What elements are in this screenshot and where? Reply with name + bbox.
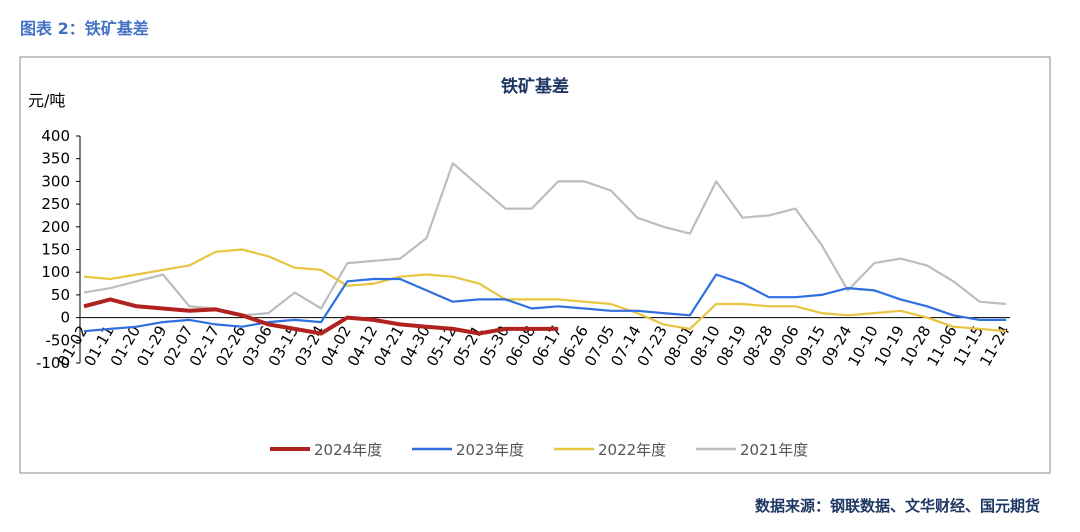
y-axis-label: 元/吨 xyxy=(28,91,65,110)
y-tick-label: -100 xyxy=(36,354,70,372)
series-line xyxy=(83,248,1007,333)
y-tick-label: -50 xyxy=(46,331,71,349)
series-line xyxy=(83,273,1006,333)
y-tick-label: 50 xyxy=(51,286,70,304)
y-tick-label: 200 xyxy=(41,218,70,236)
legend-label: 2024年度 xyxy=(314,441,382,459)
y-tick-label: 400 xyxy=(41,127,70,145)
legend-label: 2022年度 xyxy=(598,441,666,459)
y-tick-label: 100 xyxy=(41,263,70,281)
chart-title: 铁矿基差 xyxy=(501,76,569,97)
y-tick-label: 0 xyxy=(60,309,70,327)
chart-frame xyxy=(19,56,1051,474)
legend-label: 2023年度 xyxy=(456,441,524,459)
series-line xyxy=(83,297,559,336)
y-tick-label: 300 xyxy=(41,172,70,190)
y-tick-label: 350 xyxy=(41,150,70,168)
header: 图表 2：铁矿基差 xyxy=(20,19,149,38)
y-tick-label: 250 xyxy=(41,195,70,213)
y-tick-label: 150 xyxy=(41,241,70,259)
legend-label: 2021年度 xyxy=(740,441,808,459)
series-line xyxy=(83,162,1007,317)
source: 数据来源：钢联数据、文华财经、国元期货 xyxy=(755,497,1040,515)
